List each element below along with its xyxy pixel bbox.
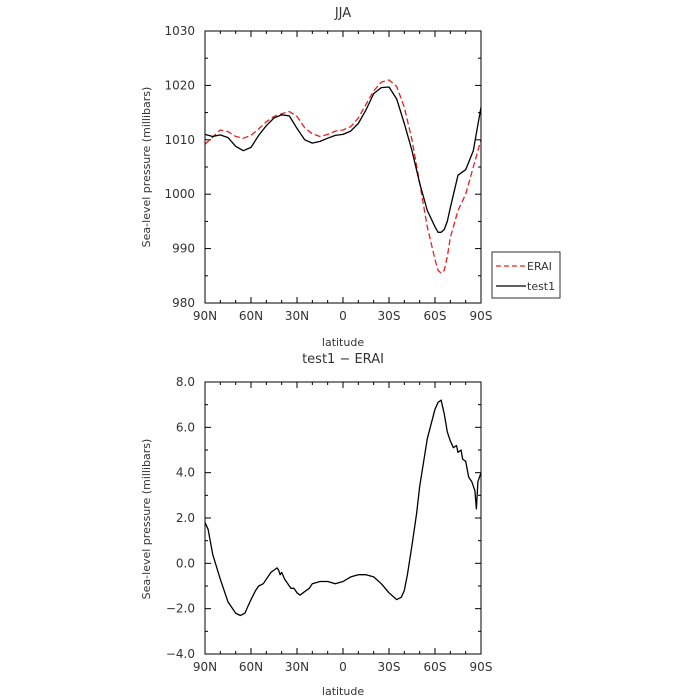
- bottom-panel: test1 − ERAI Sea-level pressure (milliba…: [140, 352, 492, 698]
- top-y-tick-label: 1030: [164, 24, 195, 38]
- bottom-x-tick-label: 30S: [378, 660, 401, 674]
- bottom-x-tick-label: 90N: [193, 660, 217, 674]
- legend: ERAI test1: [491, 251, 561, 299]
- top-y-tick-label: 980: [172, 296, 195, 310]
- bottom-plot-frame: [204, 381, 482, 655]
- top-x-tick-label: 30N: [285, 309, 309, 323]
- bottom-y-axis-label: Sea-level pressure (millibars): [140, 439, 153, 600]
- top-chart-title: JJA: [334, 6, 351, 21]
- top-plot-frame: [204, 30, 482, 304]
- top-series-line-erai: [204, 79, 482, 274]
- top-panel: JJA Sea-level pressure (millibars) latit…: [140, 6, 561, 349]
- top-x-tick-label: 60S: [424, 309, 447, 323]
- bottom-y-tick-label: −2.0: [166, 602, 195, 616]
- bottom-x-axis-label: latitude: [322, 685, 364, 698]
- legend-label-erai: ERAI: [527, 260, 552, 273]
- bottom-x-tick-label: 30N: [285, 660, 309, 674]
- bottom-x-tick-label: 60S: [424, 660, 447, 674]
- bottom-y-tick-label: 6.0: [176, 420, 195, 434]
- bottom-x-tick-label: 90S: [470, 660, 493, 674]
- bottom-y-tick-label: −4.0: [166, 647, 195, 661]
- legend-label-test1: test1: [527, 280, 555, 293]
- top-x-tick-label: 60N: [239, 309, 263, 323]
- top-series-line-test1: [204, 86, 482, 233]
- top-y-axis-label: Sea-level pressure (millibars): [140, 87, 153, 248]
- top-x-tick-label: 90S: [470, 309, 493, 323]
- top-y-tick-label: 1000: [164, 187, 195, 201]
- bottom-y-tick-label: 4.0: [176, 466, 195, 480]
- bottom-x-tick-label: 60N: [239, 660, 263, 674]
- top-x-axis-label: latitude: [322, 336, 364, 349]
- top-y-tick-label: 990: [172, 242, 195, 256]
- legend-box: [491, 251, 561, 299]
- bottom-chart-title: test1 − ERAI: [302, 352, 384, 367]
- bottom-y-tick-label: 8.0: [176, 375, 195, 389]
- bottom-y-tick-label: 0.0: [176, 556, 195, 570]
- bottom-series-line-diff: [204, 399, 482, 617]
- top-x-tick-label: 0: [339, 309, 347, 323]
- top-y-tick-label: 1010: [164, 133, 195, 147]
- top-x-tick-label: 90N: [193, 309, 217, 323]
- bottom-x-tick-label: 0: [339, 660, 347, 674]
- top-y-tick-label: 1020: [164, 78, 195, 92]
- bottom-y-tick-label: 2.0: [176, 511, 195, 525]
- top-x-tick-label: 30S: [378, 309, 401, 323]
